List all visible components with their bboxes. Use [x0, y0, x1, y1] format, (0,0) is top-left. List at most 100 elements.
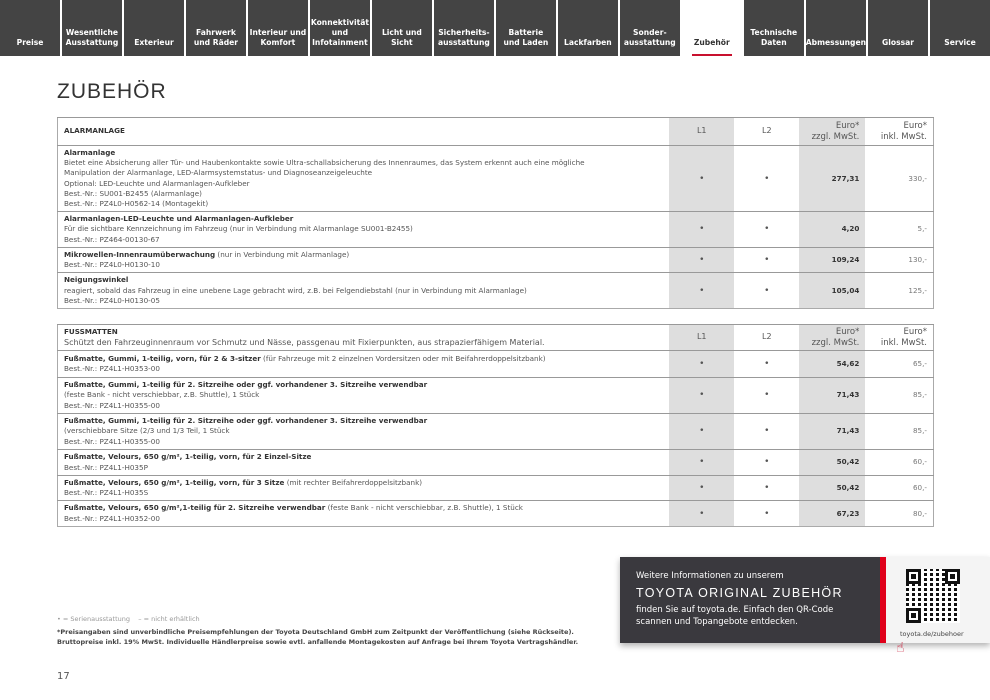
price-net: 4,20 [799, 211, 866, 248]
item-title-line: Fußmatte, Velours, 650 g/m², 1-teilig, v… [64, 478, 663, 488]
item-title: Fußmatte, Velours, 650 g/m²,1-teilig für… [64, 503, 326, 513]
item-description: Mikrowellen-Innenraumüberwachung (nur in… [57, 246, 670, 273]
item-detail: Best.-Nr.: PZ4L1-H0353-00 [64, 364, 160, 373]
promo-text: Weitere Informationen zu unserem TOYOTA … [620, 557, 880, 643]
qr-code-icon[interactable] [906, 569, 960, 623]
table-row: Fußmatte, Gummi, 1-teilig für 2. Sitzrei… [57, 413, 934, 450]
nav-tab[interactable]: Interieur und Komfort [247, 0, 308, 56]
item-detail: reagiert, sobald das Fahrzeug in eine un… [64, 285, 527, 295]
price-net: 71,43 [799, 413, 866, 450]
alarm-table: ALARMANLAGE L1 L2 Euro* zzgl. MwSt. Euro… [57, 117, 934, 310]
l1-mark: • [669, 500, 735, 527]
l1-mark: • [669, 350, 735, 378]
item-detail: Manipulation der Alarmanlage, LED-Alarms… [64, 168, 373, 178]
l2-mark: • [734, 350, 800, 378]
col-l2: L2 [734, 117, 800, 146]
note-line: Bruttopreise inkl. 19% MwSt. Individuell… [57, 638, 579, 646]
l2-mark: • [734, 500, 800, 527]
table-header: ALARMANLAGE L1 L2 Euro* zzgl. MwSt. Euro… [57, 117, 934, 146]
price-net: 71,43 [799, 377, 866, 414]
nav-tab[interactable]: Lackfarben [557, 0, 618, 56]
category-title: FUSSMATTEN [64, 327, 118, 337]
price-gross: 85,- [865, 413, 934, 450]
item-detail: Best.-Nr.: PZ4L1-H0352-00 [64, 513, 160, 523]
price-net: 67,23 [799, 500, 866, 527]
price-net: 109,24 [799, 246, 866, 273]
l2-mark: • [734, 246, 800, 273]
item-title-line: Fußmatte, Gummi, 1-teilig für 2. Sitzrei… [64, 416, 663, 426]
item-detail: Best.-Nr.: PZ4L0-H0130-05 [64, 295, 160, 305]
nav-tab[interactable]: Technische Daten [743, 0, 804, 56]
item-detail: Best.-Nr.: SU001-B2455 (Alarmanlage) [64, 188, 202, 198]
l1-mark: • [669, 144, 735, 212]
col-gross: Euro* inkl. MwSt. [865, 324, 934, 351]
nav-tab[interactable]: Glossar [868, 0, 929, 56]
table-row: Fußmatte, Velours, 650 g/m²,1-teilig für… [57, 500, 934, 527]
price-gross: 125,- [865, 272, 934, 309]
promo-url[interactable]: toyota.de/zubehoer [900, 630, 964, 638]
price-gross: 65,- [865, 350, 934, 378]
price-net: 54,62 [799, 350, 866, 378]
item-title: Fußmatte, Gummi, 1-teilig, vorn, für 2 &… [64, 353, 261, 363]
item-detail: (feste Bank - nicht verschiebbar, z.B. S… [64, 390, 260, 400]
item-detail: Best.-Nr.: PZ464-00130-67 [64, 234, 160, 244]
table-header: FUSSMATTEN Schützt den Fahrzeuginnenraum … [57, 324, 934, 351]
pointing-hand-icon: ☝ [896, 640, 905, 656]
legend: • = Serienausstattung – = nicht erhältli… [57, 615, 200, 623]
item-detail: Best.-Nr.: PZ4L0-H0562-14 (Montagekit) [64, 199, 209, 209]
nav-tab[interactable]: Fahrwerk und Räder [185, 0, 246, 56]
item-title: Alarmanlage [64, 148, 116, 157]
price-net: 50,42 [799, 474, 866, 501]
item-description: Fußmatte, Gummi, 1-teilig, vorn, für 2 &… [57, 350, 670, 378]
nav-tab[interactable]: Konnektivität und Infotainment [309, 0, 370, 56]
l1-mark: • [669, 449, 735, 476]
table-row: Fußmatte, Gummi, 1-teilig, vorn, für 2 &… [57, 350, 934, 378]
item-description: Fußmatte, Velours, 650 g/m²,1-teilig für… [57, 500, 670, 527]
l2-mark: • [734, 144, 800, 212]
item-title-line: Fußmatte, Velours, 650 g/m², 1-teilig, v… [64, 452, 663, 462]
price-gross: 5,- [865, 211, 934, 248]
item-note: (mit rechter Beifahrerdoppelsitzbank) [284, 478, 423, 487]
promo-headline: TOYOTA ORIGINAL ZUBEHÖR [636, 586, 843, 600]
promo-body: finden Sie auf toyota.de. Einfach den QR… [636, 605, 834, 627]
nav-tab[interactable]: Sicherheits- ausstattung [433, 0, 494, 56]
item-title-line: Alarmanlagen-LED-Leuchte und Alarmanlage… [64, 214, 663, 224]
item-detail: Bietet eine Absicherung aller Tür- und H… [64, 158, 585, 168]
nav-tab[interactable]: Abmessungen [805, 0, 867, 56]
category-title: ALARMANLAGE [57, 117, 670, 146]
nav-tab[interactable]: Sonder- ausstattung [619, 0, 680, 56]
nav-tab[interactable]: Zubehör [681, 0, 742, 56]
l2-mark: • [734, 272, 800, 309]
item-title: Fußmatte, Gummi, 1-teilig für 2. Sitzrei… [64, 380, 428, 390]
l2-mark: • [734, 413, 800, 450]
item-description: Fußmatte, Gummi, 1-teilig für 2. Sitzrei… [57, 377, 670, 414]
l2-mark: • [734, 449, 800, 476]
table-row: Alarmanlagen-LED-Leuchte und Alarmanlage… [57, 211, 934, 248]
item-note: (für Fahrzeuge mit 2 einzelnen Vordersit… [260, 353, 546, 363]
item-description: Alarmanlage Bietet eine Absicherung aller… [57, 144, 670, 212]
nav-tab[interactable]: Service [930, 0, 990, 56]
nav-tab[interactable]: Batterie und Laden [495, 0, 556, 56]
nav-tab[interactable]: Wesentliche Ausstattung [61, 0, 122, 56]
l1-mark: • [669, 474, 735, 501]
chapter-nav: Preise Wesentliche Ausstattung Exterieur Fa… [0, 0, 990, 56]
item-title-line: Alarmanlage [64, 148, 663, 158]
item-description: Fußmatte, Gummi, 1-teilig für 2. Sitzrei… [57, 413, 670, 450]
nav-tab[interactable]: Preise [0, 0, 60, 56]
col-l1: L1 [669, 117, 735, 146]
nav-tab[interactable]: Exterieur [123, 0, 184, 56]
item-title: Alarmanlagen-LED-Leuchte und Alarmanlage… [64, 214, 294, 224]
item-title-line: Neigungswinkel [64, 275, 663, 285]
col-gross: Euro* inkl. MwSt. [865, 117, 934, 146]
table-row: Fußmatte, Gummi, 1-teilig für 2. Sitzrei… [57, 377, 934, 414]
item-detail: Optional: LED-Leuchte und Alarmanlagen-A… [64, 178, 250, 188]
item-title-line: Fußmatte, Velours, 650 g/m²,1-teilig für… [64, 503, 663, 513]
table-row: Neigungswinkel reagiert, sobald das Fahrz… [57, 272, 934, 309]
price-note: *Preisangaben sind unverbindliche Preise… [57, 627, 578, 647]
l1-mark: • [669, 246, 735, 273]
item-detail: Best.-Nr.: PZ4L0-H0130-10 [64, 260, 160, 270]
l2-mark: • [734, 377, 800, 414]
nav-tab[interactable]: Licht und Sicht [371, 0, 432, 56]
col-net: Euro* zzgl. MwSt. [799, 324, 866, 351]
item-title: Fußmatte, Velours, 650 g/m², 1-teilig, v… [64, 478, 285, 487]
